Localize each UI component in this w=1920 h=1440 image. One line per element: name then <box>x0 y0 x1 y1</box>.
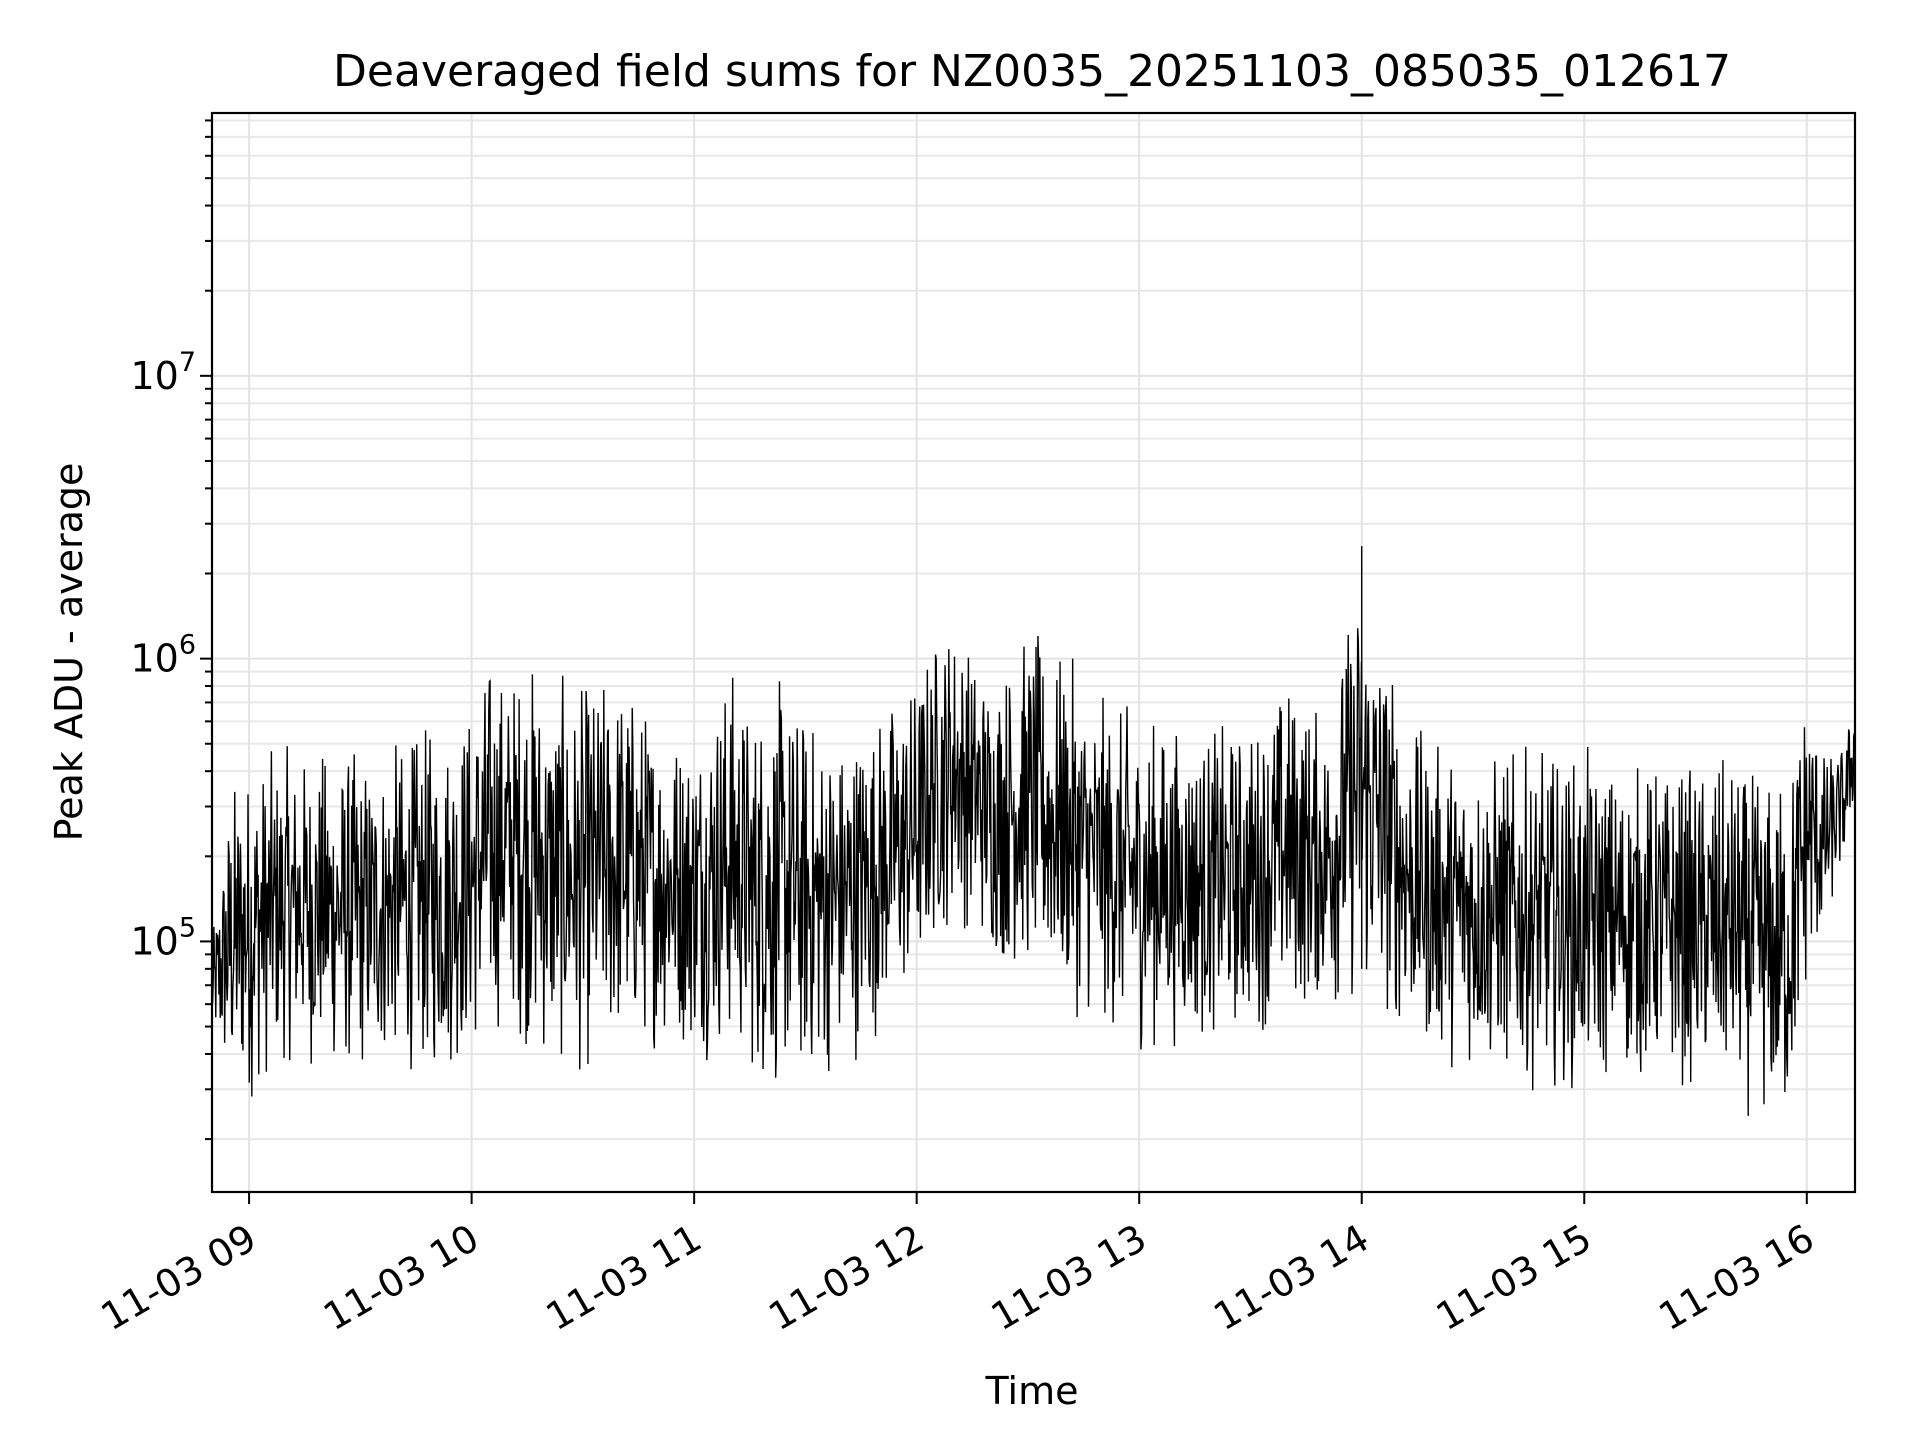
y-axis: 105 106 107 <box>130 119 212 1141</box>
x-axis-label: Time <box>985 1369 1079 1413</box>
series-layer <box>211 546 1856 1116</box>
y-tick-label: 105 <box>130 912 196 963</box>
series-line <box>211 628 1856 1116</box>
plot-frame <box>210 111 1857 1194</box>
y-tick-label: 107 <box>130 347 196 398</box>
y-tick-label: 106 <box>130 630 196 681</box>
chart-title: Deaveraged field sums for NZ0035_2025110… <box>333 46 1731 97</box>
y-axis-label: Peak ADU - average <box>47 463 91 842</box>
